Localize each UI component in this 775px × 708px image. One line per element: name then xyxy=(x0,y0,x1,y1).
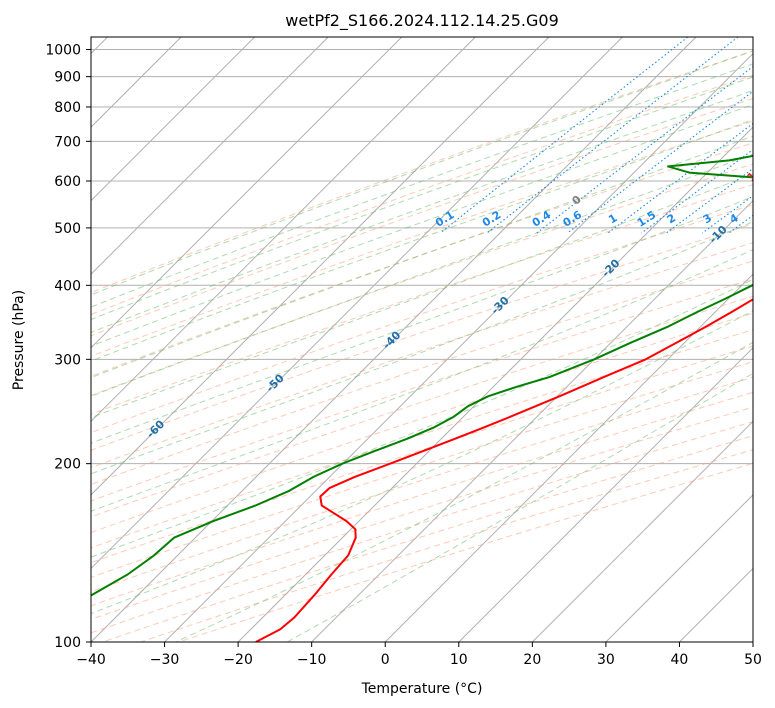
y-tick-label: 300 xyxy=(54,352,81,368)
dry-adiabat-line xyxy=(91,163,753,397)
mixing-ratio-line xyxy=(536,65,753,234)
moist-adiabat-line xyxy=(91,310,753,615)
dry-adiabat-line xyxy=(91,50,753,294)
dry-adiabat-line xyxy=(91,361,753,578)
dry-adiabat-line xyxy=(91,142,753,377)
moist-adiabat-line xyxy=(91,119,753,362)
y-tick-label: 600 xyxy=(54,174,81,190)
temperature-series-line xyxy=(255,298,753,642)
x-tick-label: −30 xyxy=(150,652,180,668)
isotherm-line xyxy=(237,126,753,642)
dewpoint-series-line xyxy=(91,154,753,597)
moist-adiabat-line xyxy=(91,249,753,512)
moist-adiabat-line xyxy=(175,341,753,642)
series-layer xyxy=(91,154,753,642)
x-tick-label: 40 xyxy=(671,652,689,668)
isotherm-line xyxy=(164,52,753,642)
isotherm-line xyxy=(91,37,476,423)
moist-adiabat-line xyxy=(91,196,753,444)
moist-adiabat-line xyxy=(91,76,753,321)
moist-adiabat-line xyxy=(287,372,753,642)
x-tick-label: 10 xyxy=(450,652,468,668)
x-tick-label: −40 xyxy=(76,652,106,668)
x-tick-label: −20 xyxy=(223,652,253,668)
isotherm-line xyxy=(91,37,697,642)
isotherm-line xyxy=(91,37,329,275)
isotherm-line xyxy=(605,494,753,642)
x-tick-label: 0 xyxy=(381,652,390,668)
moist-adiabat-label: 10 xyxy=(744,164,764,184)
x-axis-label: Temperature (°C) xyxy=(361,681,483,697)
dry-adiabat-line xyxy=(91,184,753,415)
isotherm-line xyxy=(531,420,753,642)
mixing-ratio-line xyxy=(439,37,689,234)
dry-adiabat-line xyxy=(91,74,753,316)
y-tick-label: 1000 xyxy=(45,43,81,59)
moist-adiabat-line xyxy=(91,173,753,419)
y-tick-label: 800 xyxy=(54,100,81,116)
x-tick-label: 30 xyxy=(597,652,615,668)
dry-adiabat-line xyxy=(91,278,753,502)
isotherm-line xyxy=(458,347,753,642)
dry-adiabat-line xyxy=(91,242,753,469)
grid-layer xyxy=(91,37,753,642)
isotherm-line xyxy=(91,37,623,570)
plot-frame xyxy=(90,36,754,643)
isotherm-line xyxy=(91,37,256,202)
x-tick-label: 50 xyxy=(744,652,762,668)
y-tick-label: 400 xyxy=(54,278,81,294)
mixing-ratio-line xyxy=(567,90,753,234)
dry-adiabat-line xyxy=(91,97,753,337)
isotherm-line xyxy=(311,199,753,642)
axis-layer: −40 −30 −20 −10 0 10 20 30 40 50 100 200 300 400 500 60… xyxy=(45,43,762,668)
dry-adiabat-line xyxy=(91,376,753,593)
y-tick-label: 200 xyxy=(54,457,81,473)
x-tick-label: −10 xyxy=(297,652,327,668)
y-tick-label: 500 xyxy=(54,221,81,237)
moist-adiabat-line xyxy=(91,50,753,296)
x-tick-label: 20 xyxy=(523,652,541,668)
y-tick-label: 700 xyxy=(54,134,81,150)
y-tick-label: 900 xyxy=(54,70,81,86)
y-axis-label: Pressure (hPa) xyxy=(11,290,27,390)
y-tick-label: 100 xyxy=(54,635,81,651)
isotherm-line xyxy=(384,273,753,642)
dry-adiabat-line xyxy=(91,120,753,357)
dry-adiabat-line xyxy=(91,223,753,451)
isotherm-line xyxy=(91,37,403,349)
moist-adiabat-line xyxy=(91,89,753,333)
moist-adiabat-line xyxy=(91,153,753,397)
dry-adiabat-line xyxy=(91,329,753,549)
isotherm-line xyxy=(91,37,550,496)
chart-title: wetPf2_S166.2024.112.14.25.G09 xyxy=(285,11,559,31)
moist-adiabat-line xyxy=(91,63,753,308)
